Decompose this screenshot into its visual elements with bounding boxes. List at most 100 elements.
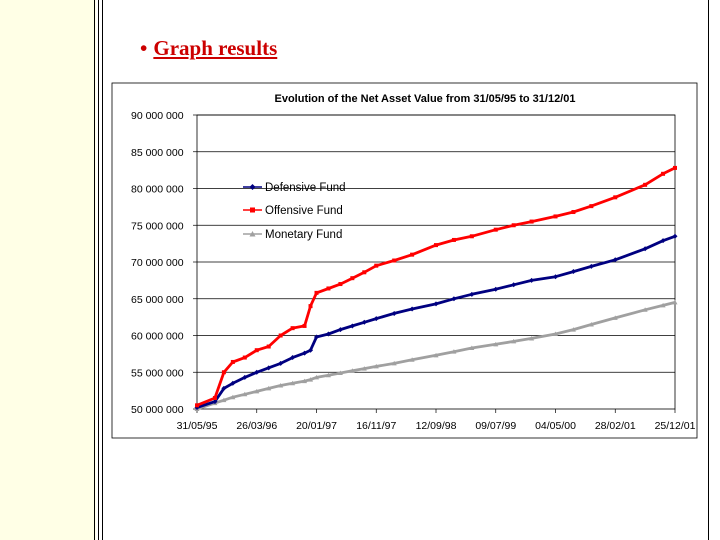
point-monetary-fund <box>451 349 457 354</box>
point-offensive-fund <box>410 252 415 257</box>
point-offensive-fund <box>571 210 576 215</box>
point-defensive-fund <box>612 257 618 263</box>
point-monetary-fund <box>242 391 248 397</box>
point-defensive-fund <box>642 246 648 252</box>
point-defensive-fund <box>290 355 296 361</box>
point-offensive-fund <box>195 403 199 408</box>
point-monetary-fund <box>570 327 576 332</box>
right-rule <box>708 0 709 540</box>
point-offensive-fund <box>338 282 343 287</box>
point-monetary-fund <box>361 366 367 371</box>
point-offensive-fund <box>673 165 677 170</box>
point-offensive-fund <box>302 323 307 328</box>
point-offensive-fund <box>392 258 397 263</box>
point-offensive-fund <box>493 227 498 232</box>
point-defensive-fund <box>529 277 535 283</box>
legend-marker-offensive-fund <box>250 207 255 213</box>
point-offensive-fund <box>221 370 226 375</box>
x-tick-label: 20/01/97 <box>296 420 337 432</box>
legend: Defensive Fund Offensive Fund Monetary Fun… <box>243 182 346 241</box>
point-defensive-fund <box>570 269 576 275</box>
point-monetary-fund <box>266 385 272 391</box>
point-defensive-fund <box>308 347 314 353</box>
point-defensive-fund <box>349 323 355 329</box>
point-monetary-fund <box>469 345 475 350</box>
x-tick-label: 26/03/96 <box>236 420 277 432</box>
point-monetary-fund <box>588 321 594 327</box>
point-offensive-fund <box>254 348 259 353</box>
point-monetary-fund <box>302 378 308 384</box>
point-monetary-fund <box>511 338 517 344</box>
point-offensive-fund <box>362 270 367 275</box>
point-offensive-fund <box>434 243 438 248</box>
y-tick-label: 55 000 000 <box>131 367 184 379</box>
point-offensive-fund <box>290 326 295 331</box>
series-line-defensive-fund <box>196 234 676 409</box>
point-offensive-fund <box>589 204 594 209</box>
y-tick-label: 80 000 000 <box>131 184 184 196</box>
point-offensive-fund <box>278 333 283 338</box>
point-monetary-fund <box>612 315 618 320</box>
x-tick-label: 28/02/01 <box>595 420 636 432</box>
point-monetary-fund <box>529 335 535 341</box>
y-tick-label: 60 000 000 <box>131 331 184 343</box>
point-offensive-fund <box>266 344 271 349</box>
slide-title: • Graph results <box>140 36 277 61</box>
point-offensive-fund <box>230 359 235 364</box>
left-rule-3 <box>102 0 103 540</box>
grid-lines <box>197 114 675 373</box>
left-rule-2 <box>98 0 99 540</box>
point-monetary-fund <box>254 388 260 394</box>
y-tick-label: 70 000 000 <box>131 257 184 269</box>
point-defensive-fund <box>391 310 397 316</box>
chart-area <box>111 82 698 439</box>
legend-label-defensive-fund: Defensive Fund <box>265 182 346 194</box>
point-offensive-fund <box>511 223 516 228</box>
x-tick-label: 16/11/97 <box>356 420 396 432</box>
point-monetary-fund <box>391 360 397 366</box>
point-defensive-fund <box>314 334 319 340</box>
point-monetary-fund <box>433 352 439 358</box>
point-monetary-fund <box>325 372 331 378</box>
legend-marker-defensive-fund <box>249 184 256 190</box>
point-monetary-fund <box>314 374 319 380</box>
y-tick-label: 65 000 000 <box>131 294 184 306</box>
point-monetary-fund <box>221 397 227 403</box>
point-offensive-fund <box>553 214 558 219</box>
point-offensive-fund <box>613 195 618 200</box>
point-monetary-fund <box>409 357 415 362</box>
point-offensive-fund <box>212 395 217 400</box>
point-offensive-fund <box>326 286 331 291</box>
left-band <box>0 0 96 540</box>
point-defensive-fund <box>337 327 343 333</box>
point-defensive-fund <box>361 319 367 325</box>
legend-label-monetary-fund: Monetary Fund <box>265 229 342 241</box>
point-defensive-fund <box>212 399 218 405</box>
point-monetary-fund <box>493 341 499 347</box>
point-monetary-fund <box>278 382 284 388</box>
legend-label-offensive-fund: Offensive Fund <box>265 205 343 217</box>
x-tick-labels: 31/05/95 26/03/96 20/01/97 16/11/97 12/09/98… <box>177 420 696 432</box>
point-defensive-fund <box>511 282 517 288</box>
legend-marker-monetary-fund <box>249 231 256 237</box>
point-offensive-fund <box>308 304 313 309</box>
point-defensive-fund <box>451 296 457 302</box>
point-monetary-fund <box>373 363 379 369</box>
point-defensive-fund <box>660 238 666 244</box>
point-monetary-fund <box>337 370 343 375</box>
point-monetary-fund <box>349 368 355 373</box>
point-defensive-fund <box>302 350 308 356</box>
left-rule-1 <box>94 0 95 540</box>
x-tick-label: 31/05/95 <box>177 420 218 432</box>
point-defensive-fund <box>230 380 236 386</box>
y-tick-label: 75 000 000 <box>131 220 184 232</box>
point-defensive-fund <box>469 291 475 297</box>
point-defensive-fund <box>373 316 379 322</box>
x-tick-label: 25/12/01 <box>655 420 696 432</box>
point-defensive-fund <box>588 263 594 269</box>
point-offensive-fund <box>469 234 474 239</box>
series-lines <box>194 165 678 411</box>
point-monetary-fund <box>290 380 296 386</box>
point-defensive-fund <box>553 274 558 280</box>
